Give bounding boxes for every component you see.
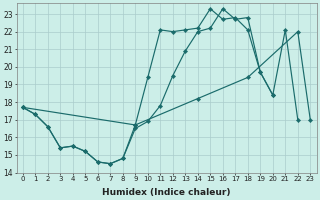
X-axis label: Humidex (Indice chaleur): Humidex (Indice chaleur) bbox=[102, 188, 231, 197]
